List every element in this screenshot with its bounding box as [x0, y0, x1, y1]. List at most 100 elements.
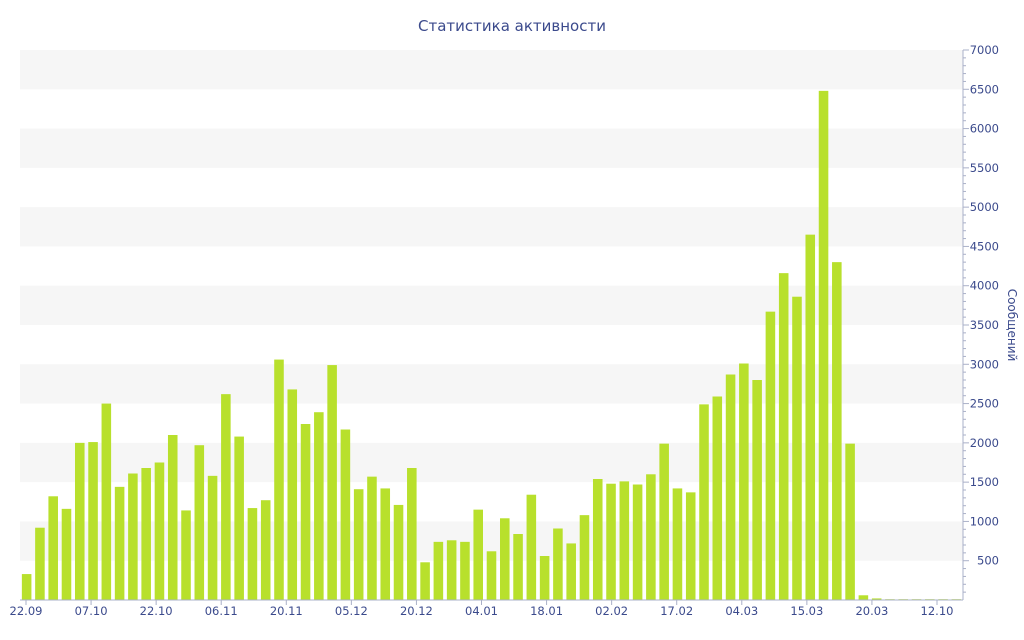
bar [380, 488, 391, 600]
bar [646, 474, 656, 600]
bar [606, 483, 616, 600]
y-tick-label: 2000 [970, 436, 999, 450]
y-tick-label: 6000 [970, 122, 999, 136]
bar [300, 424, 311, 600]
grid-band [20, 128, 963, 168]
x-axis-ticks: 22.09 07.10 22.10 06.11 20.11 05.12 20.12 04.01… [10, 600, 954, 618]
bar [778, 273, 789, 600]
bar [141, 468, 151, 600]
bar [659, 443, 669, 600]
y-tick-label: 500 [977, 554, 999, 568]
bar [287, 389, 298, 600]
y-tick-label: 5000 [970, 200, 999, 214]
bar [74, 442, 85, 600]
bar [114, 486, 125, 600]
bar [553, 528, 563, 600]
grid-band [20, 50, 963, 90]
bar [327, 365, 337, 600]
x-tick-label: 22.10 [140, 604, 173, 618]
bar [181, 510, 191, 600]
bar [420, 562, 430, 600]
bar [314, 412, 324, 600]
bar [619, 481, 630, 600]
x-tick-label: 22.09 [10, 604, 43, 618]
bar [739, 363, 749, 600]
x-tick-label: 04.01 [465, 604, 498, 618]
x-tick-label: 15.03 [790, 604, 823, 618]
x-tick-label: 20.12 [400, 604, 433, 618]
y-tick-label: 4000 [970, 279, 999, 293]
bar [88, 442, 98, 600]
bar [353, 489, 364, 600]
bar [260, 500, 271, 600]
bar [566, 543, 576, 600]
y-tick-label: 4500 [970, 239, 999, 253]
bar [672, 488, 683, 600]
x-tick-label: 12.10 [921, 604, 954, 618]
bar [473, 509, 483, 600]
bar [247, 508, 258, 600]
bar [407, 468, 417, 600]
bar [48, 496, 58, 600]
bar [486, 551, 497, 600]
bar [393, 504, 404, 600]
bar [460, 541, 470, 600]
x-tick-label: 18.01 [530, 604, 563, 618]
bar [832, 262, 842, 600]
bar [101, 403, 112, 600]
bar [579, 515, 590, 600]
bar [712, 396, 723, 600]
x-tick-label: 04.03 [725, 604, 758, 618]
bar [194, 445, 205, 600]
bars-group [21, 90, 962, 601]
bar [21, 574, 32, 600]
y-axis-label: Сообщений [1005, 289, 1019, 362]
bar [128, 473, 138, 600]
bar [274, 359, 284, 600]
x-tick-label: 05.12 [335, 604, 368, 618]
bar [845, 443, 855, 600]
bar [871, 598, 882, 600]
bar [340, 429, 351, 600]
bar [592, 479, 603, 600]
y-tick-label: 3000 [970, 357, 999, 371]
bar [765, 311, 776, 600]
bar [818, 90, 829, 601]
y-tick-label: 6500 [970, 82, 999, 96]
bar [699, 404, 709, 600]
bar [526, 494, 537, 600]
bar [446, 540, 457, 600]
y-tick-label: 1000 [970, 514, 999, 528]
y-tick-label: 1500 [970, 475, 999, 489]
bar [35, 527, 45, 600]
x-tick-label: 20.11 [270, 604, 303, 618]
bar [792, 296, 802, 600]
bar [500, 518, 510, 600]
bar [367, 476, 377, 600]
bar [632, 484, 643, 600]
y-tick-label: 3500 [970, 318, 999, 332]
y-tick-label: 5500 [970, 161, 999, 175]
bar [221, 394, 231, 600]
x-tick-label: 17.02 [660, 604, 693, 618]
bar [805, 234, 816, 600]
x-tick-label: 02.02 [595, 604, 628, 618]
bar [167, 435, 178, 600]
y-tick-label: 2500 [970, 397, 999, 411]
y-axis-ticks: 500 1000 1500 2000 2500 3000 3500 4000 4500 5000 5… [963, 43, 999, 593]
bar [513, 534, 523, 600]
bar [752, 380, 762, 600]
x-tick-label: 07.10 [75, 604, 108, 618]
bar [234, 436, 244, 600]
x-tick-label: 20.03 [855, 604, 888, 618]
bar [154, 462, 165, 600]
bar [725, 374, 736, 600]
bar [539, 556, 550, 600]
bar [433, 541, 444, 600]
chart-title: Статистика активности [418, 17, 606, 35]
bar [61, 508, 72, 600]
bar [685, 492, 696, 600]
y-tick-label: 7000 [970, 43, 999, 57]
bar [858, 595, 869, 600]
